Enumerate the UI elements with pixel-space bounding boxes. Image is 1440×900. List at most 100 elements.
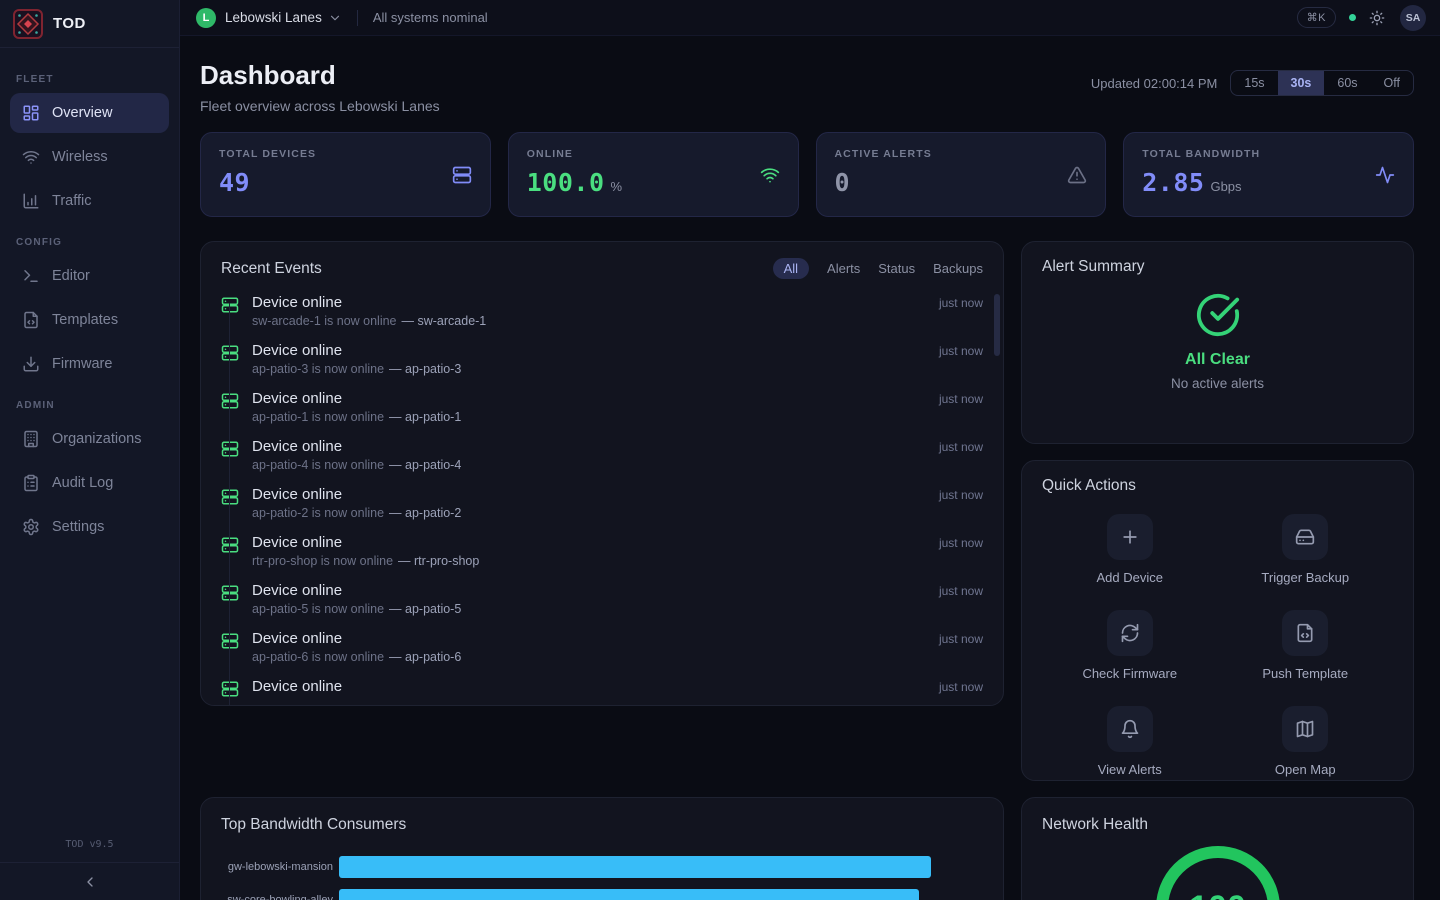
connection-status-dot xyxy=(1349,14,1356,21)
events-filter-tabs: All Alerts Status Backups xyxy=(773,258,983,279)
org-switcher[interactable]: Lebowski Lanes xyxy=(225,10,322,25)
event-row[interactable]: Device onlinejust now sw-arcade-1 is now… xyxy=(221,287,983,335)
gauge-value: 100 xyxy=(1153,843,1283,900)
wifi-icon xyxy=(22,148,40,166)
nav-section-fleet: FLEET xyxy=(16,74,163,85)
open-map-button[interactable]: Open Map xyxy=(1275,706,1336,777)
interval-30s[interactable]: 30s xyxy=(1278,71,1325,95)
tab-backups[interactable]: Backups xyxy=(933,261,983,276)
app-logo-icon xyxy=(13,9,43,39)
event-time: just now xyxy=(939,632,983,646)
tab-alerts[interactable]: Alerts xyxy=(827,261,860,276)
event-device-ref: — ap-patio-6 xyxy=(389,650,461,664)
sidebar-item-wireless[interactable]: Wireless xyxy=(10,137,169,177)
topbar: L Lebowski Lanes All systems nominal ⌘K … xyxy=(180,0,1440,36)
sidebar-item-audit-log[interactable]: Audit Log xyxy=(10,463,169,503)
interval-off[interactable]: Off xyxy=(1371,71,1413,95)
network-health-panel: Network Health 100 xyxy=(1021,797,1414,900)
server-icon xyxy=(221,296,239,314)
command-palette-button[interactable]: ⌘K xyxy=(1297,7,1336,28)
event-row[interactable]: Device onlinejust now ap-patio-1 is now … xyxy=(221,383,983,431)
alert-status: All Clear xyxy=(1185,351,1250,369)
scrollbar-thumb[interactable] xyxy=(994,294,1000,356)
stat-label: TOTAL BANDWIDTH xyxy=(1142,148,1395,160)
event-device-ref: — ap-patio-1 xyxy=(389,410,461,424)
sidebar-item-overview[interactable]: Overview xyxy=(10,93,169,133)
chevron-left-icon xyxy=(82,874,98,890)
stat-value: 2.85 xyxy=(1142,168,1204,197)
event-row[interactable]: Device online just now ap-patio-6 is now … xyxy=(221,623,983,671)
check-firmware-button[interactable]: Check Firmware xyxy=(1082,610,1177,681)
event-title: Device online xyxy=(252,486,342,503)
event-row[interactable]: Device onlinejust now ap-patio-2 is now … xyxy=(221,479,983,527)
user-avatar[interactable]: SA xyxy=(1400,5,1426,31)
sidebar-item-label: Organizations xyxy=(52,431,141,447)
event-device-ref: — sw-arcade-1 xyxy=(402,314,487,328)
bar-row: sw-core-bowling-alley xyxy=(221,883,983,900)
sidebar-item-label: Templates xyxy=(52,312,118,328)
sidebar: TOD FLEET Overview Wireless Traffic CONF… xyxy=(0,0,180,900)
event-message: ap-patio-1 is now online xyxy=(252,410,384,424)
event-row[interactable]: Device onlinejust now ap-patio-3 is now … xyxy=(221,335,983,383)
stat-card-online: ONLINE 100.0 % xyxy=(508,132,799,217)
download-icon xyxy=(22,355,40,373)
refresh-icon xyxy=(1120,623,1140,643)
event-row[interactable]: Device onlinejust now ap-patio-4 is now … xyxy=(221,431,983,479)
page-title: Dashboard xyxy=(200,60,440,91)
server-icon xyxy=(221,440,239,458)
file-code-icon xyxy=(22,311,40,329)
sidebar-item-organizations[interactable]: Organizations xyxy=(10,419,169,459)
sidebar-item-firmware[interactable]: Firmware xyxy=(10,344,169,384)
map-icon xyxy=(1295,719,1315,739)
sidebar-collapse-button[interactable] xyxy=(0,862,179,900)
bar xyxy=(339,856,931,878)
org-avatar: L xyxy=(196,8,216,28)
file-code-icon xyxy=(1295,623,1315,643)
bandwidth-bar-chart: gw-lebowski-mansion sw-core-bowling-alle… xyxy=(221,850,983,900)
view-alerts-button[interactable]: View Alerts xyxy=(1098,706,1162,777)
stat-value: 100.0 xyxy=(527,168,605,197)
stat-unit: % xyxy=(611,179,623,194)
sidebar-item-editor[interactable]: Editor xyxy=(10,256,169,296)
interval-60s[interactable]: 60s xyxy=(1324,71,1370,95)
chevron-down-icon[interactable] xyxy=(328,11,342,25)
bell-icon xyxy=(1120,719,1140,739)
event-row[interactable]: Device onlinejust now rtr-pro-shop is no… xyxy=(221,527,983,575)
trigger-backup-button[interactable]: Trigger Backup xyxy=(1261,514,1349,585)
nav-section-admin: ADMIN xyxy=(16,400,163,411)
stat-card-total-bandwidth: TOTAL BANDWIDTH 2.85 Gbps xyxy=(1123,132,1414,217)
sidebar-nav: FLEET Overview Wireless Traffic CONFIG E… xyxy=(0,48,179,839)
interval-15s[interactable]: 15s xyxy=(1231,71,1277,95)
alert-triangle-icon xyxy=(1067,165,1087,185)
sun-icon[interactable] xyxy=(1369,10,1385,26)
push-template-button[interactable]: Push Template xyxy=(1262,610,1348,681)
stat-card-total-devices: TOTAL DEVICES 49 xyxy=(200,132,491,217)
tab-status[interactable]: Status xyxy=(878,261,915,276)
event-time: just now xyxy=(939,296,983,310)
sidebar-item-templates[interactable]: Templates xyxy=(10,300,169,340)
event-title: Device online xyxy=(252,534,342,551)
sidebar-item-label: Audit Log xyxy=(52,475,113,491)
server-icon xyxy=(221,488,239,506)
dashboard-icon xyxy=(22,104,40,122)
bar xyxy=(339,889,919,900)
server-icon xyxy=(221,680,239,698)
stat-label: ACTIVE ALERTS xyxy=(835,148,1088,160)
check-circle-icon xyxy=(1195,292,1241,338)
stat-unit: Gbps xyxy=(1210,179,1241,194)
server-icon xyxy=(221,536,239,554)
bar-category-label: gw-lebowski-mansion xyxy=(221,861,333,873)
sidebar-item-traffic[interactable]: Traffic xyxy=(10,181,169,221)
add-device-button[interactable]: Add Device xyxy=(1097,514,1163,585)
event-row[interactable]: Device onlinejust now ap-patio-5 is now … xyxy=(221,575,983,623)
event-title: Device online xyxy=(252,342,342,359)
stat-label: TOTAL DEVICES xyxy=(219,148,472,160)
bar-row: gw-lebowski-mansion xyxy=(221,850,983,883)
sidebar-item-settings[interactable]: Settings xyxy=(10,507,169,547)
event-title: Device online xyxy=(252,582,342,599)
tab-all[interactable]: All xyxy=(773,258,809,279)
event-message: ap-patio-6 is now online xyxy=(252,650,384,664)
event-title: Device online xyxy=(252,438,342,455)
event-row[interactable]: Device onlinejust now xyxy=(221,671,983,706)
event-title: Device online xyxy=(252,630,342,647)
